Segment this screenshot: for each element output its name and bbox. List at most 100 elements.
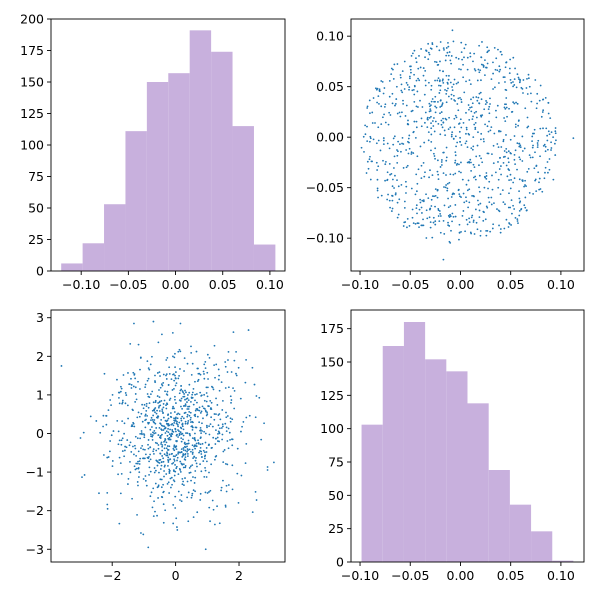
scatter-point [403, 88, 406, 90]
scatter-point [374, 87, 377, 90]
scatter-point [162, 483, 165, 486]
scatter-point [198, 421, 201, 424]
scatter-point [456, 103, 459, 105]
scatter-point [183, 370, 185, 372]
scatter-point [442, 121, 445, 124]
scatter-point [440, 105, 443, 108]
scatter-point [134, 386, 137, 389]
scatter-point [547, 101, 550, 104]
scatter-point [181, 483, 184, 486]
scatter-point [415, 207, 418, 210]
scatter-point [454, 159, 457, 162]
scatter-point [529, 156, 532, 159]
scatter-point [183, 357, 186, 359]
scatter-point [217, 430, 220, 433]
scatter-point [422, 67, 425, 69]
scatter-point [479, 230, 482, 232]
scatter-point [253, 383, 256, 386]
scatter-point [178, 434, 181, 437]
scatter-point [372, 138, 375, 141]
scatter-point [145, 418, 147, 421]
scatter-point [432, 221, 435, 224]
scatter-point [191, 448, 194, 451]
scatter-point [133, 425, 136, 428]
scatter-point [442, 117, 444, 120]
scatter-point [502, 201, 505, 204]
scatter-point [388, 147, 391, 150]
scatter-point [451, 212, 454, 215]
scatter-point [412, 130, 415, 133]
scatter-point [159, 423, 162, 425]
marks [61, 30, 276, 272]
scatter-point [221, 399, 224, 402]
scatter-point [534, 179, 536, 182]
scatter-point [165, 407, 168, 410]
scatter-point [488, 105, 491, 108]
scatter-point [168, 438, 171, 441]
scatter-point [161, 408, 164, 411]
scatter-point [190, 373, 193, 376]
scatter-point [405, 192, 407, 194]
scatter-point [452, 40, 455, 43]
scatter-point [517, 124, 520, 127]
scatter-point [452, 83, 455, 86]
scatter-point [516, 102, 519, 105]
y-tick-label: 0 [336, 555, 344, 570]
scatter-point [202, 460, 205, 462]
scatter-point [442, 172, 445, 175]
scatter-point [147, 447, 150, 450]
scatter-point [170, 412, 172, 414]
scatter-point [437, 173, 440, 176]
scatter-point [165, 473, 168, 475]
scatter-point [375, 88, 378, 91]
scatter-point [508, 179, 511, 182]
scatter-point [205, 424, 208, 427]
scatter-point [112, 430, 115, 432]
scatter-point [189, 416, 192, 419]
y-tick-label: 1 [36, 387, 44, 402]
scatter-point [206, 371, 209, 374]
scatter-point [177, 436, 179, 438]
scatter-point [224, 387, 227, 389]
scatter-point [439, 106, 442, 108]
scatter-point [518, 201, 521, 204]
scatter-point [422, 199, 425, 202]
scatter-point [448, 181, 451, 184]
scatter-point [229, 417, 232, 420]
scatter-point [476, 228, 479, 231]
scatter-point [517, 222, 519, 225]
scatter-point [492, 72, 494, 75]
scatter-point [173, 407, 175, 410]
scatter-point [204, 491, 207, 494]
scatter-point [451, 29, 454, 32]
scatter-point [443, 129, 446, 132]
scatter-point [118, 397, 120, 399]
scatter-point [180, 419, 183, 422]
scatter-point [442, 219, 445, 222]
scatter-point [137, 476, 140, 478]
scatter-point [193, 482, 196, 484]
scatter-point [260, 438, 263, 441]
scatter-point [173, 387, 175, 390]
scatter-point [485, 172, 488, 174]
scatter-point [159, 386, 162, 389]
scatter-point [406, 164, 409, 167]
scatter-point [450, 93, 453, 96]
scatter-point [523, 185, 525, 188]
scatter-point [482, 219, 485, 222]
scatter-point [161, 449, 164, 452]
scatter-point [368, 158, 371, 161]
scatter-point [472, 219, 475, 222]
scatter-point [160, 443, 162, 445]
scatter-point [218, 389, 221, 392]
scatter-point [435, 45, 438, 48]
scatter-point [518, 145, 521, 148]
scatter-point [174, 377, 177, 380]
scatter-point [155, 427, 158, 429]
scatter-point [235, 372, 237, 375]
scatter-point [472, 145, 475, 148]
scatter-point [197, 378, 200, 381]
scatter-point [175, 434, 178, 437]
scatter-point [205, 476, 208, 478]
